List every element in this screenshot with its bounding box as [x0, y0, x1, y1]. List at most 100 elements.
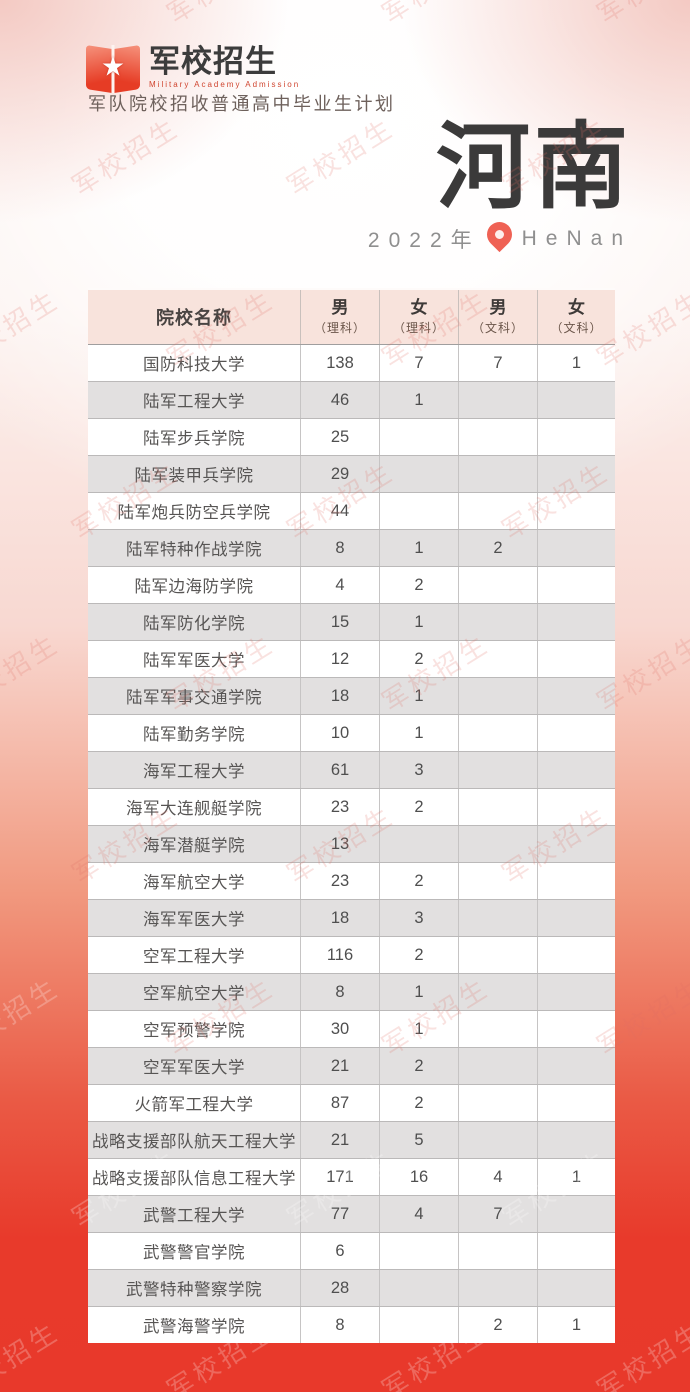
table-row: 武警特种警察学院 28	[88, 1269, 615, 1306]
table-row: 陆军炮兵防空兵学院 44	[88, 492, 615, 529]
plan-count-cell: 7	[458, 345, 537, 381]
plan-count-cell: 7	[458, 1196, 537, 1232]
plan-count-cell	[537, 789, 615, 825]
table-row: 国防科技大学 138 7 7 1	[88, 345, 615, 381]
school-name: 海军工程大学	[143, 763, 245, 781]
table-row: 武警海警学院 8 2 1	[88, 1306, 615, 1343]
plan-count-cell	[537, 863, 615, 899]
school-name: 空军航空大学	[143, 985, 245, 1003]
school-name: 国防科技大学	[143, 356, 245, 374]
plan-count-cell: 1	[537, 1307, 615, 1343]
watermark-text: 军校招生	[589, 0, 690, 31]
plan-count-cell	[458, 604, 537, 640]
plan-count-cell	[537, 1270, 615, 1306]
plan-count-cell	[458, 974, 537, 1010]
table-row: 空军航空大学 8 1	[88, 973, 615, 1010]
plan-count-cell	[458, 678, 537, 714]
logo-title: 军校招生	[149, 44, 277, 79]
table-row: 武警工程大学 77 4 7	[88, 1195, 615, 1232]
plan-count-cell: 1	[379, 974, 458, 1010]
school-name: 陆军军医大学	[143, 652, 245, 670]
column-sublabel: （理科）	[313, 320, 366, 335]
plan-count-cell: 1	[537, 1159, 615, 1195]
school-name: 陆军勤务学院	[143, 726, 245, 744]
plan-count-cell	[458, 937, 537, 973]
table-row: 陆军装甲兵学院 29	[88, 455, 615, 492]
plan-count-cell: 15	[300, 604, 379, 640]
plan-count-cell: 3	[379, 752, 458, 788]
table-row: 陆军军事交通学院 18 1	[88, 677, 615, 714]
plan-count-cell: 2	[379, 641, 458, 677]
plan-count-cell: 2	[379, 567, 458, 603]
plan-count-cell	[537, 1233, 615, 1269]
column-header: 女 （理科）	[379, 290, 458, 344]
plan-count-cell	[537, 456, 615, 492]
school-name: 陆军步兵学院	[143, 430, 245, 448]
plan-count-cell: 116	[300, 937, 379, 973]
table-row: 陆军工程大学 46 1	[88, 381, 615, 418]
table-row: 海军大连舰艇学院 23 2	[88, 788, 615, 825]
plan-count-cell: 23	[300, 789, 379, 825]
plan-count-cell	[537, 530, 615, 566]
table-row: 陆军勤务学院 10 1	[88, 714, 615, 751]
plan-count-cell	[458, 641, 537, 677]
school-name: 武警工程大学	[143, 1207, 245, 1225]
star-icon: ★	[100, 51, 126, 82]
plan-count-cell: 2	[379, 937, 458, 973]
school-name: 陆军防化学院	[143, 615, 245, 633]
plan-count-cell: 3	[379, 900, 458, 936]
plan-count-cell: 4	[379, 1196, 458, 1232]
plan-count-cell: 2	[379, 789, 458, 825]
plan-count-cell	[458, 826, 537, 862]
school-name: 陆军特种作战学院	[126, 541, 262, 559]
plan-count-cell: 13	[300, 826, 379, 862]
school-name: 火箭军工程大学	[134, 1096, 254, 1114]
watermark-text: 军校招生	[0, 1316, 65, 1392]
table-row: 陆军边海防学院 4 2	[88, 566, 615, 603]
year-label: 2022年	[367, 229, 481, 253]
plan-count-cell	[537, 1048, 615, 1084]
plan-count-cell	[537, 1085, 615, 1121]
plan-count-cell: 18	[300, 900, 379, 936]
open-book-icon: ★	[86, 44, 140, 94]
school-name: 陆军炮兵防空兵学院	[117, 504, 271, 522]
plan-count-cell: 4	[300, 567, 379, 603]
plan-count-cell: 4	[458, 1159, 537, 1195]
plan-count-cell	[537, 1122, 615, 1158]
school-name: 武警特种警察学院	[126, 1281, 262, 1299]
school-name: 海军大连舰艇学院	[126, 800, 262, 818]
table-row: 战略支援部队信息工程大学 171 16 4 1	[88, 1158, 615, 1195]
table-row: 陆军特种作战学院 8 1 2	[88, 529, 615, 566]
province-title: 河南	[435, 116, 632, 220]
plan-count-cell: 18	[300, 678, 379, 714]
plan-count-cell: 23	[300, 863, 379, 899]
plan-count-cell: 29	[300, 456, 379, 492]
plan-count-cell	[458, 1122, 537, 1158]
plan-count-cell	[537, 493, 615, 529]
table-row: 空军预警学院 30 1	[88, 1010, 615, 1047]
table-row: 海军航空大学 23 2	[88, 862, 615, 899]
plan-count-cell: 87	[300, 1085, 379, 1121]
plan-count-cell	[537, 1011, 615, 1047]
school-name: 武警警官学院	[143, 1244, 245, 1262]
year-line: 2022年 HeNan	[367, 216, 632, 257]
plan-count-cell	[458, 752, 537, 788]
plan-count-cell	[537, 382, 615, 418]
pinyin-label: HeNan	[521, 227, 632, 251]
plan-count-cell: 21	[300, 1122, 379, 1158]
column-label: 女	[410, 298, 428, 318]
plan-count-cell	[458, 419, 537, 455]
plan-count-cell: 1	[379, 382, 458, 418]
book-spine	[111, 45, 115, 93]
plan-count-cell	[537, 419, 615, 455]
plan-count-cell: 2	[458, 1307, 537, 1343]
table-row: 海军潜艇学院 13	[88, 825, 615, 862]
plan-count-cell: 1	[379, 1011, 458, 1047]
plan-count-cell: 2	[458, 530, 537, 566]
school-name: 空军工程大学	[143, 948, 245, 966]
plan-count-cell	[458, 493, 537, 529]
column-sublabel: （理科）	[392, 320, 445, 335]
plan-count-cell: 7	[379, 345, 458, 381]
plan-count-cell: 8	[300, 974, 379, 1010]
